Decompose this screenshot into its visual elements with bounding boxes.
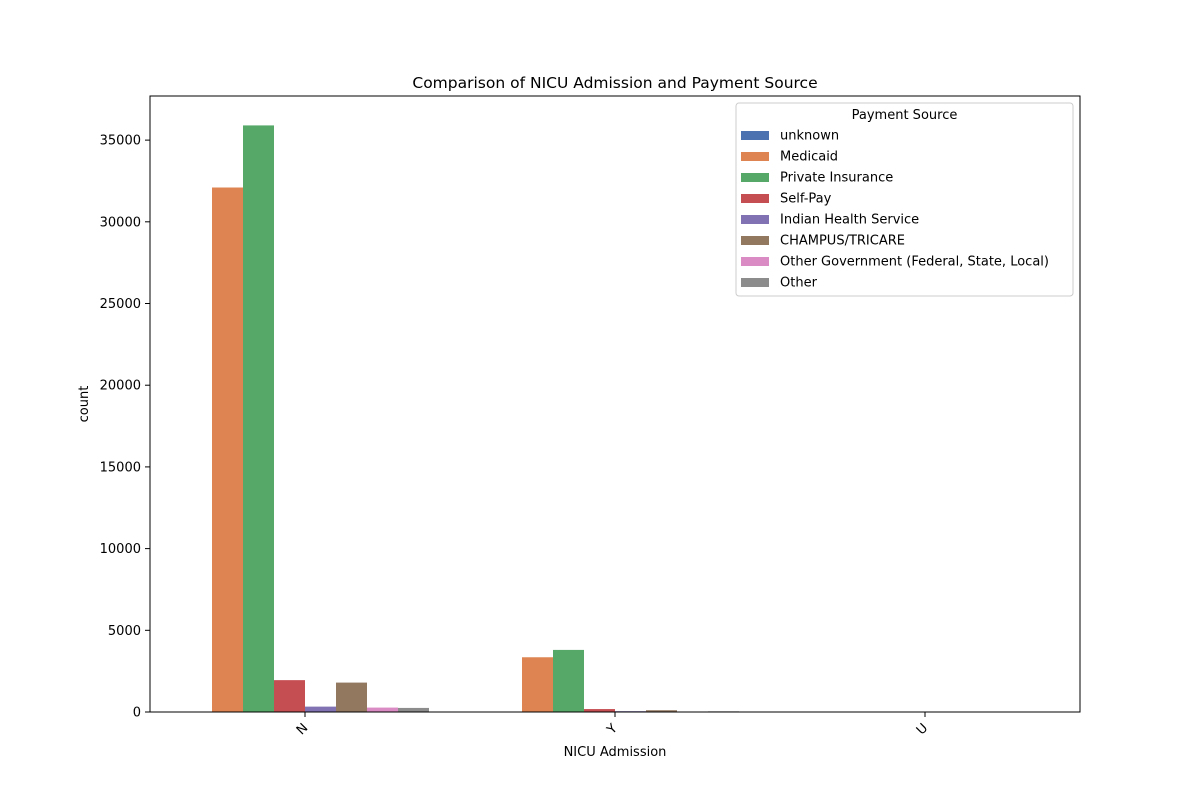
legend-swatch <box>741 236 769 245</box>
x-tick-label: Y <box>604 721 621 738</box>
bar-N-champus-tricare <box>336 682 367 712</box>
bar-Y-self-pay <box>584 709 615 712</box>
bar-N-private-insurance <box>243 125 274 712</box>
y-tick-label: 5000 <box>108 624 141 639</box>
legend-entry-label: Indian Health Service <box>780 213 919 228</box>
legend-entry-label: Self-Pay <box>780 192 832 207</box>
legend-swatch <box>741 194 769 203</box>
y-tick-label: 15000 <box>100 460 141 475</box>
bar-N-other-government-federal-state-local <box>367 707 398 712</box>
legend-swatch <box>741 131 769 140</box>
bar-N-other <box>398 707 429 712</box>
bars-group <box>212 125 739 712</box>
bar-Y-champus-tricare <box>646 710 677 712</box>
y-tick-label: 0 <box>133 706 141 721</box>
legend-entry-label: Private Insurance <box>780 171 893 186</box>
chart-title: Comparison of NICU Admission and Payment… <box>412 74 817 92</box>
bar-N-indian-health-service <box>305 706 336 712</box>
legend-swatch <box>741 215 769 224</box>
legend-entry-label: Other <box>780 276 818 291</box>
legend-entry-label: CHAMPUS/TRICARE <box>780 234 905 249</box>
x-tick-label: U <box>914 721 931 738</box>
y-tick-label: 25000 <box>100 297 141 312</box>
y-tick-label: 20000 <box>100 379 141 394</box>
x-axis-label: NICU Admission <box>564 745 667 760</box>
bar-Y-private-insurance <box>553 649 584 712</box>
x-tick-label: N <box>294 721 311 738</box>
legend-entry-label: Medicaid <box>780 150 838 165</box>
y-axis: 0 5000 10000 15000 20000 25000 30000 35000 <box>100 134 150 721</box>
y-tick-label: 30000 <box>100 215 141 230</box>
bar-N-medicaid <box>212 187 243 712</box>
legend-swatch <box>741 152 769 161</box>
legend: Payment Source unknown Medicaid Private Ins… <box>735 102 1074 297</box>
legend-swatch <box>741 278 769 287</box>
bar-N-self-pay <box>274 680 305 712</box>
bar-Y-medicaid <box>522 657 553 712</box>
legend-entry-label: unknown <box>780 129 839 144</box>
y-tick-label: 35000 <box>100 134 141 149</box>
y-tick-label: 10000 <box>100 542 141 557</box>
legend-title: Payment Source <box>852 108 958 123</box>
y-axis-label: count <box>77 386 92 423</box>
legend-swatch <box>741 173 769 182</box>
legend-box <box>735 102 1074 297</box>
legend-entry-label: Other Government (Federal, State, Local) <box>780 255 1049 270</box>
legend-swatch <box>741 257 769 266</box>
